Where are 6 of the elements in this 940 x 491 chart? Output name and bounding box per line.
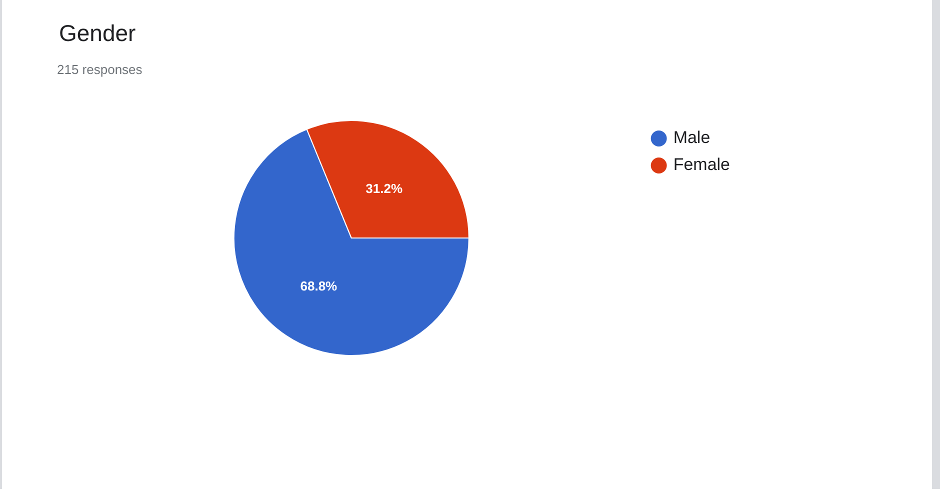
data-label: 68.8%: [300, 278, 338, 294]
data-label: 31.2%: [366, 180, 403, 196]
chart-title: Gender: [59, 20, 136, 47]
legend-label: Female: [673, 155, 730, 174]
text: 215 responses: [57, 62, 142, 77]
legend-label: Male: [673, 128, 710, 148]
